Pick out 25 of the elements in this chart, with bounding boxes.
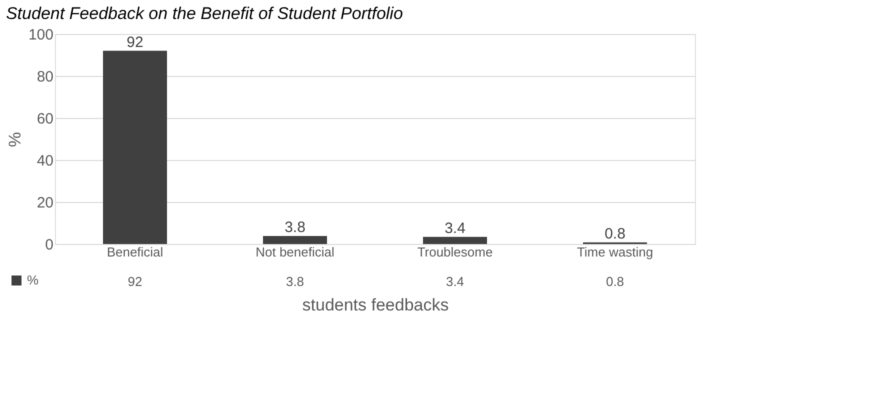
x-tick-label: Not beneficial bbox=[256, 244, 334, 260]
x-axis-title: students feedbacks bbox=[302, 296, 449, 314]
legend-label: % bbox=[27, 272, 39, 288]
y-tick-label: 100 bbox=[28, 26, 54, 44]
bar bbox=[423, 236, 487, 244]
y-tick-label: 0 bbox=[45, 236, 54, 254]
data-label: 3.4 bbox=[446, 274, 464, 289]
bar bbox=[263, 236, 327, 244]
bar bbox=[103, 50, 167, 244]
y-tick-label: 20 bbox=[36, 194, 54, 212]
annotation: 92 bbox=[126, 34, 144, 51]
data-label: 3.8 bbox=[286, 274, 304, 289]
annotation: 3.4 bbox=[444, 220, 466, 237]
chart-title: Student Feedback on the Benefit of Student Portfolio bbox=[6, 4, 403, 23]
annotation: 0.8 bbox=[604, 225, 626, 242]
y-tick-label: 40 bbox=[36, 152, 54, 170]
x-tick-label: Beneficial bbox=[106, 244, 164, 260]
x-tick-label: Time wasting bbox=[576, 244, 654, 260]
y-tick-label: 80 bbox=[36, 68, 54, 86]
y-tick-label: 60 bbox=[36, 110, 54, 128]
annotation: 3.8 bbox=[284, 219, 306, 236]
y-axis-title: % bbox=[5, 132, 24, 148]
data-label: 92 bbox=[128, 274, 142, 289]
x-tick-label: Troublesome bbox=[417, 244, 493, 260]
data-label: 0.8 bbox=[606, 274, 624, 289]
